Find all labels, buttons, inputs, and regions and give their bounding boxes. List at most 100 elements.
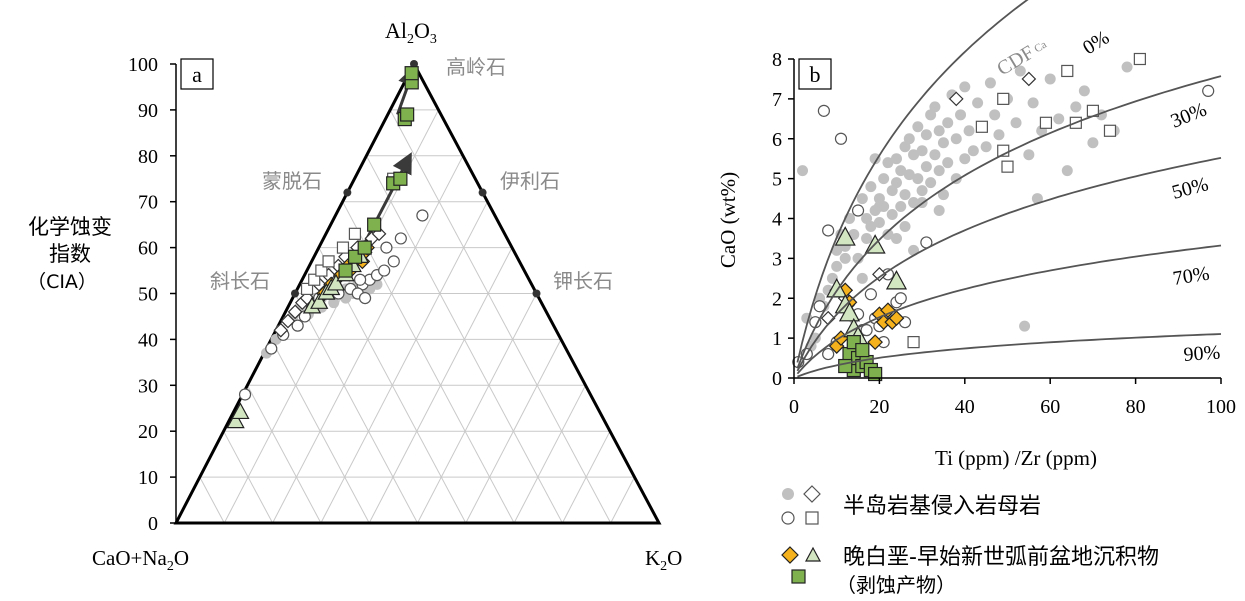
scatter-point-gray-circle <box>852 252 864 264</box>
scatter-point-open-square <box>997 92 1010 105</box>
scatter-point-gray-circle <box>865 220 877 232</box>
scatter-point-gray-circle <box>912 173 924 185</box>
cia-title-line1: 化学蚀变 <box>28 215 112 239</box>
scatter-point-gray-circle <box>959 81 971 93</box>
y-tick-label: 7 <box>772 89 782 111</box>
legend-open-diamond <box>803 485 821 503</box>
scatter-point-gray-circle <box>886 209 898 221</box>
y-tick-label: 4 <box>772 209 782 231</box>
scatter-point-open-circle <box>894 292 907 305</box>
panel-b-label-box <box>798 58 832 90</box>
scatter-point-gray-circle <box>942 117 954 129</box>
scatter-point-gray-circle <box>959 153 971 165</box>
scatter-point-gray-circle <box>1070 101 1082 113</box>
scatter-point-gray-circle <box>831 244 843 256</box>
scatter-point-gray-circle <box>1031 193 1043 205</box>
scatter-point-gray-circle <box>955 109 967 121</box>
scatter-point-gray-circle <box>899 189 911 201</box>
scatter-point-gray-circle <box>933 205 945 217</box>
grid-line-ca <box>246 385 322 524</box>
scatter-point-light-green-triangle <box>834 226 856 246</box>
cia-tick-label: 50 <box>138 284 158 306</box>
scatter-point-gray-circle <box>916 145 928 157</box>
scatter-point-gray-circle <box>1014 65 1026 77</box>
cdf-curve-label: 30% <box>1168 99 1210 133</box>
ternary-point-open-square <box>308 273 321 286</box>
ternary-point-open-diamond <box>280 313 296 329</box>
scatter-point-gray-circle <box>856 272 868 284</box>
x-tick-label: 80 <box>1126 396 1146 418</box>
scatter-point-gray-circle <box>878 173 890 185</box>
scatter-point-open-square <box>1061 64 1074 78</box>
scatter-point-gray-circle <box>890 177 902 189</box>
legend-green-square <box>791 569 806 584</box>
scatter-point-gray-circle <box>916 185 928 197</box>
scatter-point-orange-diamond <box>867 334 883 350</box>
scatter-point-gray-circle <box>942 157 954 169</box>
cdf-curve-label: 90% <box>1183 341 1221 366</box>
cia-tick-label: 10 <box>138 467 158 489</box>
mineral-label-smectite: 蒙脱石 <box>262 169 322 193</box>
legend-light-green-triangle <box>804 546 822 562</box>
mineral-label-k-feldspar: 钾长石 <box>553 269 613 293</box>
cia-title-line3: （CIA） <box>27 271 97 293</box>
ternary-point-light-green-triangle <box>326 273 346 291</box>
grid-line-ca <box>389 109 612 524</box>
y-tick-label: 0 <box>772 368 782 390</box>
ternary-point-open-circle <box>291 319 304 332</box>
scatter-point-gray-circle <box>908 149 920 161</box>
scatter-point-gray-circle <box>920 161 932 173</box>
scatter-point-open-square <box>975 120 988 133</box>
panel-a-label: a <box>192 62 202 87</box>
scatter-point-gray-circle <box>980 141 992 153</box>
cia-title-line2: 指数 <box>49 242 91 266</box>
scatter-point-gray-circle <box>929 101 941 113</box>
cdf-curve-90% <box>797 333 1222 378</box>
scatter-point-gray-circle <box>950 133 962 145</box>
scatter-point-open-square <box>997 144 1010 157</box>
panel-b-label: b <box>810 62 821 87</box>
scatter-point-gray-circle <box>1027 97 1039 109</box>
ternary-point-open-circle <box>358 291 372 305</box>
mineral-label-kaolinite: 高岭石 <box>446 55 506 79</box>
scatter-point-open-square <box>1001 160 1014 173</box>
x-axis-title: Ti (ppm) /Zr (ppm) <box>935 446 1097 470</box>
ternary-points <box>226 66 429 429</box>
scatter-point-green-square <box>838 358 853 374</box>
grid-line-ca <box>199 476 225 524</box>
scatter-point-open-square <box>1133 52 1146 66</box>
scatter-point-open-circle <box>860 324 873 337</box>
apex-left-label: CaO+Na2O <box>92 546 189 574</box>
cia-tick-label: 40 <box>138 329 158 351</box>
scatter-point-gray-circle <box>993 129 1005 141</box>
ternary-point-open-circle <box>378 264 391 277</box>
scatter-point-open-diamond <box>1021 71 1037 87</box>
scatter-point-gray-circle <box>933 125 945 137</box>
scatter-point-gray-circle <box>920 129 932 141</box>
y-tick-label: 3 <box>772 248 782 270</box>
scatter-point-gray-circle <box>929 149 941 161</box>
scatter-point-gray-circle <box>984 77 996 89</box>
y-tick-label: 1 <box>772 328 782 350</box>
legend-gray-circle <box>782 488 794 500</box>
scatter-point-gray-circle <box>856 193 868 205</box>
cia-tick-label: 70 <box>138 192 158 214</box>
ternary-point-green-square <box>393 171 408 186</box>
ternary-point-open-diamond <box>287 304 303 320</box>
ternary-point-gray-circle <box>328 297 340 309</box>
ternary-point-open-square <box>300 282 314 296</box>
mineral-point <box>478 188 487 197</box>
mineral-label-illite: 伊利石 <box>500 169 560 193</box>
scatter-point-gray-circle <box>1121 61 1133 73</box>
cdf-curve-label: 50% <box>1170 173 1211 204</box>
x-tick-label: 20 <box>869 396 889 418</box>
grid-line-ca <box>342 201 515 524</box>
scatter-point-open-circle <box>822 347 835 361</box>
scatter-point-gray-circle <box>882 228 894 240</box>
ternary-point-open-circle <box>394 232 407 245</box>
scatter-point-gray-circle <box>797 165 809 177</box>
scatter-point-gray-circle <box>1010 117 1022 129</box>
y-tick-label: 6 <box>772 129 782 151</box>
mineral-label-plagioclase: 斜长石 <box>210 269 270 293</box>
ternary-point-open-square <box>336 241 350 254</box>
